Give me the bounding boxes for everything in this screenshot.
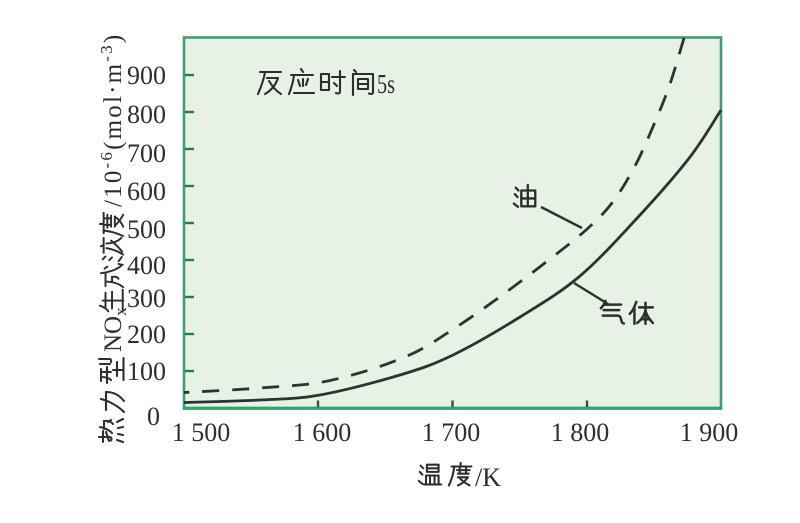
svg-text:300: 300 (127, 284, 166, 313)
svg-text:700: 700 (127, 139, 166, 168)
svg-text:500: 500 (127, 215, 166, 244)
svg-text:800: 800 (127, 100, 166, 129)
svg-text:/K: /K (475, 463, 501, 492)
svg-text:1 600: 1 600 (293, 418, 352, 447)
svg-text:1 500: 1 500 (172, 418, 231, 447)
svg-text:1 700: 1 700 (422, 418, 481, 447)
svg-text:5s: 5s (377, 69, 395, 99)
svg-text:1 800: 1 800 (551, 418, 610, 447)
svg-text:1 900: 1 900 (680, 418, 739, 447)
svg-text:900: 900 (127, 61, 166, 90)
svg-text:0: 0 (147, 402, 160, 431)
svg-text:400: 400 (127, 251, 166, 280)
svg-text:200: 200 (127, 320, 166, 349)
svg-text:600: 600 (127, 177, 166, 206)
svg-text:100: 100 (127, 357, 166, 386)
svg-text:NOx: NOx (100, 307, 130, 352)
svg-text:/10-6(mol·m-3): /10-6(mol·m-3) (97, 33, 127, 207)
